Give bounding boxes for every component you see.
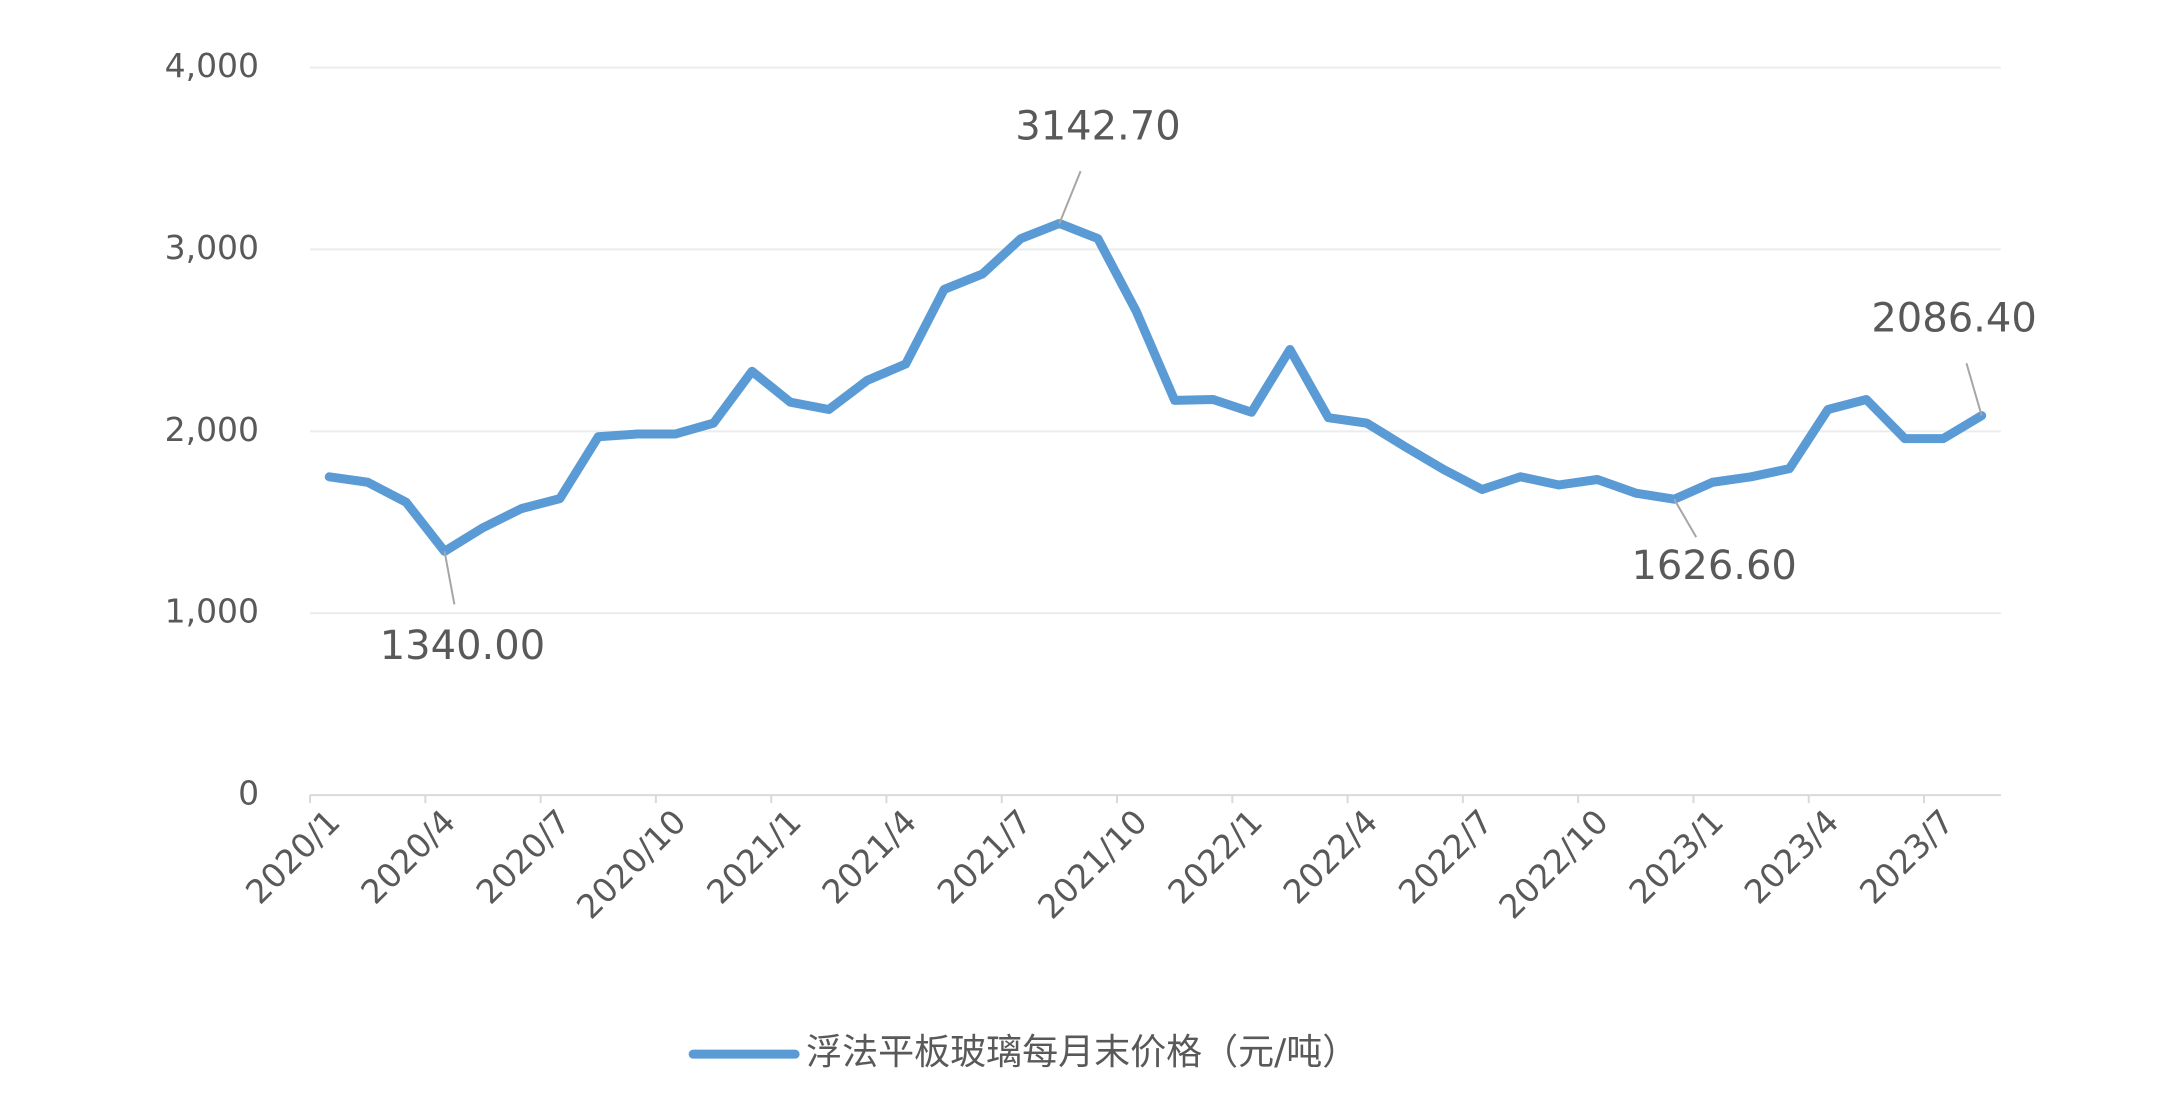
y-tick-label: 3,000 xyxy=(165,228,259,267)
x-tick-label: 2023/4 xyxy=(1737,802,1847,912)
x-tick-label: 2021/1 xyxy=(699,802,809,912)
x-tick-label: 2020/4 xyxy=(353,802,463,912)
data-line xyxy=(324,218,1987,556)
y-tick-label: 0 xyxy=(238,774,259,813)
x-tick-label: 2021/4 xyxy=(814,802,924,912)
x-tick-label: 2021/7 xyxy=(930,802,1040,912)
x-tick-label: 2022/7 xyxy=(1391,802,1501,912)
legend-label: 浮法平板玻璃每月末价格（元/吨） xyxy=(806,1032,1358,1073)
x-tick-label: 2020/1 xyxy=(238,802,348,912)
x-tick-label: 2021/10 xyxy=(1030,802,1155,927)
leader-line xyxy=(443,551,456,605)
x-tick-label: 2020/10 xyxy=(569,802,694,927)
x-tick-label: 2022/4 xyxy=(1275,802,1385,912)
y-tick-label: 1,000 xyxy=(165,592,259,631)
data-label: 3142.70 xyxy=(1015,103,1180,149)
data-label: 1340.00 xyxy=(380,623,545,669)
y-tick-label: 4,000 xyxy=(165,46,259,85)
x-tick-label: 2020/7 xyxy=(469,802,579,912)
y-tick-label: 2,000 xyxy=(165,410,259,449)
x-tick-label: 2023/1 xyxy=(1621,802,1731,912)
x-tick-label: 2022/1 xyxy=(1160,802,1270,912)
data-label: 2086.40 xyxy=(1871,296,2036,342)
x-tick-label: 2022/10 xyxy=(1491,802,1616,927)
data-label: 1626.60 xyxy=(1631,543,1796,589)
leader-line xyxy=(1673,498,1698,538)
x-tick-label: 2023/7 xyxy=(1852,802,1962,912)
leader-line xyxy=(1058,170,1082,224)
leader-line xyxy=(1965,363,1983,416)
